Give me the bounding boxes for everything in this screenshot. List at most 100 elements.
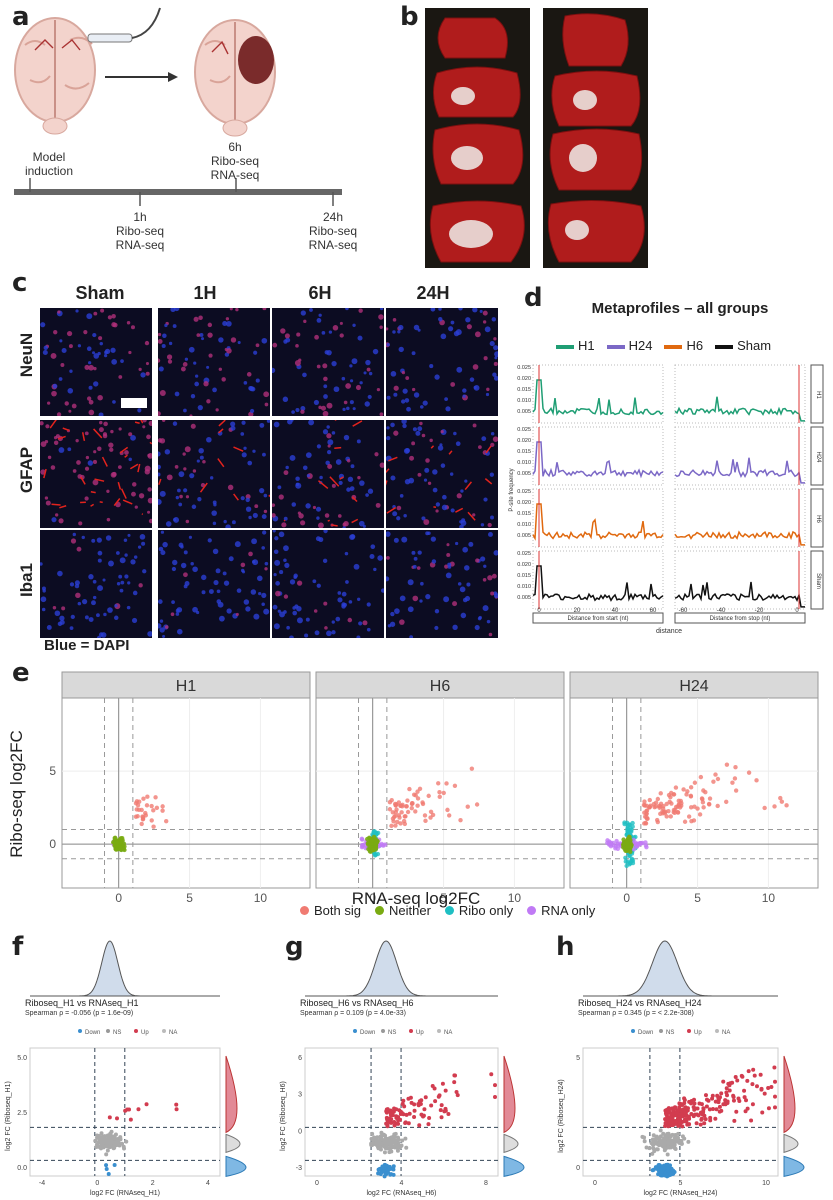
point-down [382,1174,387,1179]
point-both-sig [144,803,150,808]
point-ns [663,1146,668,1151]
point-up [730,1080,735,1085]
point-both-sig [426,793,431,799]
point-both-sig [779,799,785,804]
point-up [754,1084,759,1089]
point-both-sig [642,799,647,804]
point-both-sig [642,810,647,815]
timeline-label-model: Model [32,150,66,164]
point-up [773,1079,777,1084]
point-rna-only [631,837,636,843]
panel-label-a: a [12,2,30,32]
point-both-sig [707,796,713,801]
point-both-sig [445,807,450,813]
point-both-sig [446,813,452,818]
point-up [704,1104,709,1109]
point-both-sig [688,805,694,810]
legend-dot-up [134,1029,138,1033]
xtick-label: 0 [537,608,541,614]
point-up [686,1114,691,1119]
point-up [493,1083,497,1088]
point-up [426,1122,431,1127]
point-up [673,1119,678,1124]
point-both-sig [668,814,673,819]
point-rna-only [362,842,367,847]
point-up [773,1105,777,1110]
side-density-up [225,1055,238,1134]
point-up [692,1097,697,1102]
point-up [394,1115,399,1120]
y-axis-label: Ribo-seq log2FC [7,730,26,858]
ytick-label: 0.010 [517,584,531,590]
point-ns [112,1145,117,1150]
point-both-sig [715,803,720,809]
point-both-sig [675,810,681,815]
point-up [422,1107,427,1112]
point-ns [389,1149,394,1154]
xlabel-start: Distance from start (nt) [567,616,628,622]
point-both-sig [392,814,397,820]
point-up [769,1085,774,1090]
ytick-label: 0.005 [517,409,531,415]
point-both-sig [733,788,739,793]
point-down [106,1172,111,1177]
chart-title: Riboseq_H1 vs RNAseq_H1 [25,998,139,1008]
point-up [412,1114,417,1119]
point-up [446,1112,451,1117]
point-both-sig [678,798,683,804]
point-both-sig [681,787,686,792]
point-both-sig [415,789,420,794]
strip-h6 [810,488,824,548]
micrograph-gfap-1h [158,420,270,528]
point-up [693,1106,698,1111]
xtick-label: 40 [612,608,619,614]
point-both-sig [700,797,705,802]
point-up [389,1117,394,1122]
point-rna-only [610,840,616,846]
point-up [174,1102,179,1107]
point-up [423,1095,428,1100]
volcano-panel-f: Riboseq_H1 vs RNAseq_H1 Spearman ρ = -0.0… [5,940,247,1197]
strip-label-h24: H24 [815,451,821,463]
point-down [112,1163,117,1168]
point-up [677,1116,682,1121]
point-up [409,1100,414,1105]
legend-both-sig: Both sig [300,903,361,918]
point-neither [373,841,378,846]
point-up [683,1105,688,1110]
legend-label-up: Up [694,1030,702,1036]
point-ns [375,1144,380,1149]
point-both-sig [643,820,648,826]
point-up [489,1072,494,1077]
point-both-sig [409,800,415,806]
point-both-sig [724,762,730,767]
point-ns [400,1138,405,1143]
micrograph-iba1-1h [158,530,270,638]
legend-label-up: Up [141,1030,149,1036]
point-ribo-only [627,862,632,867]
xtick-label: 0 [369,891,376,905]
point-both-sig [160,804,165,809]
point-up [701,1107,706,1112]
xtick-label: 0 [115,891,122,905]
ylabel-psite: P-site frequency [509,468,515,511]
facet-panel [61,697,311,889]
point-rna-only [640,840,645,846]
volcano-panel-h: Riboseq_H24 vs RNAseq_H24 Spearman ρ = 0.… [558,940,805,1197]
y-axis-label: log2 FC (Riboseq_H24) [558,1079,565,1153]
ttc-slices [429,13,645,263]
row-label-neun: NeuN [17,332,36,378]
point-up [766,1106,771,1111]
point-up [758,1072,763,1077]
point-up [719,1108,724,1113]
side-density-down [225,1155,247,1178]
point-up [759,1086,764,1091]
point-up [732,1118,737,1123]
point-down [382,1163,387,1168]
point-ns [370,1131,375,1136]
point-ns [647,1146,652,1151]
ytick-label: 0 [298,1128,302,1135]
strip-label-sham: Sham [815,573,821,589]
point-both-sig [398,803,403,808]
point-both-sig [403,814,408,819]
